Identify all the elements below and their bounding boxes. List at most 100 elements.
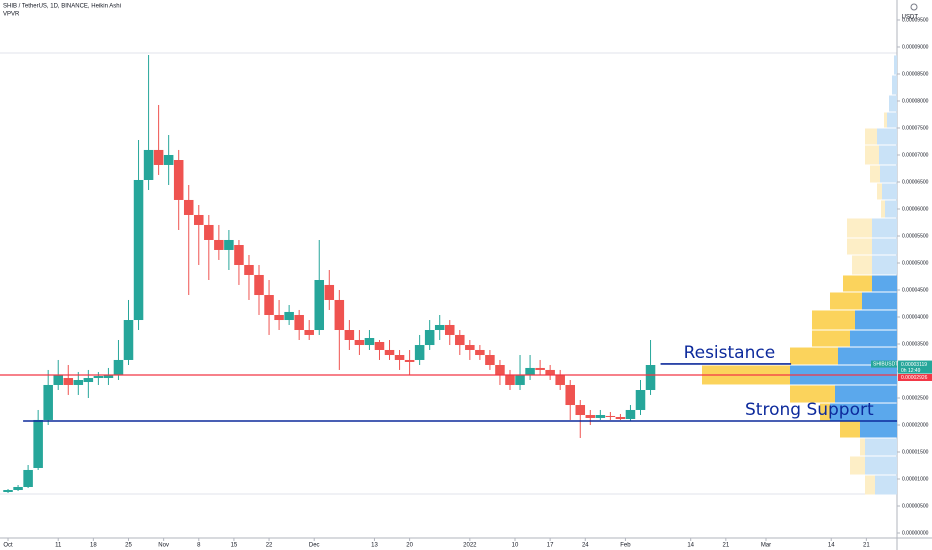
vp-buy-bar bbox=[850, 330, 897, 347]
vp-buy-bar bbox=[880, 165, 897, 183]
vp-buy-bar bbox=[889, 95, 897, 112]
x-tick-label: 11 bbox=[55, 543, 62, 549]
vp-sell-bar bbox=[865, 128, 877, 145]
candle-body bbox=[374, 341, 385, 350]
candle-body bbox=[274, 314, 284, 321]
candle-body bbox=[585, 415, 596, 418]
vp-buy-bar bbox=[875, 475, 897, 495]
candle-body bbox=[575, 405, 586, 416]
vp-buy-bar bbox=[872, 275, 897, 292]
vp-buy-bar bbox=[872, 255, 897, 275]
x-tick-label: 13 bbox=[371, 543, 378, 549]
candle-body bbox=[334, 299, 345, 331]
settings-icon[interactable] bbox=[910, 3, 918, 11]
candle-body bbox=[525, 367, 535, 375]
candle-body bbox=[294, 314, 304, 331]
y-tick-label: 0.00001000 bbox=[902, 476, 929, 482]
candle-body bbox=[224, 239, 234, 250]
x-tick-label: Dec bbox=[309, 543, 320, 549]
candle-body bbox=[645, 364, 656, 391]
candle-body bbox=[444, 324, 455, 335]
candle-body bbox=[314, 280, 325, 331]
y-tick-label: 0.00004000 bbox=[902, 314, 929, 320]
candle-body bbox=[43, 384, 53, 420]
candle-body bbox=[455, 334, 465, 346]
candle-body bbox=[515, 374, 525, 385]
volume-profile bbox=[702, 55, 897, 495]
candle-body bbox=[234, 245, 244, 265]
x-tick-label: 21 bbox=[863, 543, 870, 549]
candle-body bbox=[153, 149, 164, 165]
vp-buy-bar bbox=[865, 456, 897, 475]
vp-sell-bar bbox=[884, 112, 887, 128]
x-tick-label: Oct bbox=[3, 543, 13, 549]
vp-sell-bar bbox=[790, 347, 838, 365]
candle-body bbox=[545, 369, 555, 375]
candle-body bbox=[475, 349, 485, 356]
candle-body bbox=[565, 384, 575, 406]
x-tick-label: 2022 bbox=[463, 543, 477, 549]
symbol-label: SHIBUSDT bbox=[873, 361, 898, 367]
vp-buy-bar bbox=[860, 421, 897, 438]
vp-buy-bar bbox=[862, 292, 897, 310]
y-tick-label: 0.00004500 bbox=[902, 287, 929, 293]
candle-body bbox=[434, 324, 445, 331]
symbol-tag bbox=[871, 360, 897, 368]
vp-sell-bar bbox=[852, 255, 872, 275]
candle-body bbox=[304, 330, 314, 335]
x-tick-label: 10 bbox=[512, 543, 519, 549]
y-tick-label: 0.00005500 bbox=[902, 233, 929, 239]
candle-body bbox=[33, 419, 43, 468]
vp-buy-bar bbox=[855, 310, 897, 330]
x-tick-label: 15 bbox=[231, 543, 238, 549]
vp-buy-bar bbox=[865, 438, 897, 456]
x-tick-label: 25 bbox=[125, 543, 132, 549]
x-tick-label: 22 bbox=[266, 543, 273, 549]
vp-sell-bar bbox=[860, 438, 865, 456]
vp-buy-bar bbox=[835, 385, 897, 403]
vp-sell-bar bbox=[877, 183, 882, 200]
y-tick-label: 0.00000500 bbox=[902, 503, 929, 509]
x-tick-label: 21 bbox=[722, 543, 729, 549]
y-tick-label: 0.00008500 bbox=[902, 71, 929, 77]
vp-sell-bar bbox=[865, 145, 879, 165]
candle-body bbox=[595, 415, 606, 418]
candle-body bbox=[163, 154, 174, 165]
vp-sell-bar bbox=[840, 421, 860, 438]
chart-title: SHIB / TetherUS, 1D, BINANCE, Heikin Ash… bbox=[3, 4, 121, 10]
candle-body bbox=[13, 486, 23, 491]
annotation-label: Strong Support bbox=[745, 400, 874, 420]
candle-body bbox=[424, 330, 435, 346]
candle-body bbox=[83, 378, 94, 383]
vp-buy-bar bbox=[892, 75, 897, 95]
vp-sell-bar bbox=[843, 275, 872, 292]
vp-buy-bar bbox=[872, 238, 897, 255]
indicator-name: VPVR bbox=[3, 12, 20, 18]
y-tick-label: 0.00002500 bbox=[902, 395, 929, 401]
x-tick-label: 14 bbox=[687, 543, 694, 549]
candle-body bbox=[194, 214, 204, 225]
candle-body bbox=[324, 284, 335, 300]
candle-body bbox=[394, 355, 405, 360]
x-tick-label: Feb bbox=[620, 543, 631, 549]
annotation-label: Resistance bbox=[684, 343, 776, 363]
vp-sell-bar bbox=[847, 238, 872, 255]
y-tick-label: 0.00002000 bbox=[902, 422, 929, 428]
candle-body bbox=[3, 490, 13, 493]
candle-body bbox=[63, 378, 74, 385]
candle-body bbox=[93, 376, 104, 379]
vp-buy-bar bbox=[838, 347, 897, 365]
candle-body bbox=[204, 224, 214, 240]
candle-body bbox=[183, 199, 194, 215]
candle-body bbox=[605, 415, 616, 418]
vp-sell-bar bbox=[881, 200, 885, 218]
y-tick-label: 0.00003500 bbox=[902, 341, 929, 347]
candle-body bbox=[103, 374, 114, 379]
x-tick-label: 18 bbox=[90, 543, 97, 549]
y-tick-label: 0.00006500 bbox=[902, 179, 929, 185]
vp-sell-bar bbox=[850, 456, 865, 475]
y-tick-label: 0.00009500 bbox=[902, 17, 929, 23]
candle-body bbox=[73, 380, 84, 385]
